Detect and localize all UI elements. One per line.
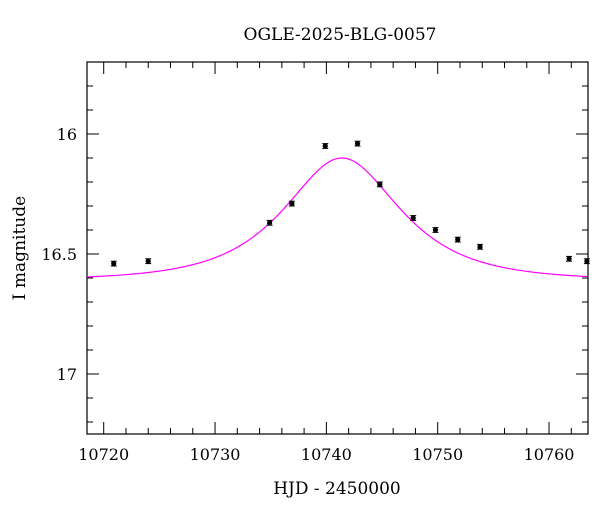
x-tick-label: 10760 xyxy=(524,445,575,464)
data-point xyxy=(289,201,295,207)
major-ticks xyxy=(87,62,588,434)
data-point xyxy=(477,244,483,250)
minor-ticks xyxy=(87,61,588,434)
data-points xyxy=(110,140,590,267)
y-axis-label: I magnitude xyxy=(10,196,30,300)
x-axis-label: HJD - 2450000 xyxy=(273,479,401,499)
y-tick-label: 16 xyxy=(57,125,77,144)
data-point xyxy=(410,215,416,221)
data-point xyxy=(145,258,151,264)
y-tick-label: 16.5 xyxy=(41,245,77,264)
y-tick-label: 17 xyxy=(57,365,77,384)
model-curve xyxy=(86,157,589,278)
x-tick-label: 10720 xyxy=(78,445,129,464)
data-point xyxy=(566,256,572,262)
x-tick-label: 10730 xyxy=(190,445,241,464)
data-point xyxy=(455,237,461,243)
plot-frame xyxy=(86,61,589,435)
x-tick-labels: 10720 10730 10740 10750 10760 xyxy=(78,445,574,464)
chart-title: OGLE-2025-BLG-0057 xyxy=(244,25,437,45)
data-point xyxy=(111,261,117,267)
x-tick-label: 10740 xyxy=(301,445,352,464)
data-point xyxy=(322,143,328,149)
y-tick-labels: 16 16.5 17 xyxy=(41,125,77,384)
data-point xyxy=(266,220,273,226)
data-point xyxy=(432,227,439,233)
data-point xyxy=(584,258,590,264)
data-point xyxy=(354,141,361,147)
x-tick-label: 10750 xyxy=(412,445,463,464)
data-point xyxy=(377,181,383,187)
